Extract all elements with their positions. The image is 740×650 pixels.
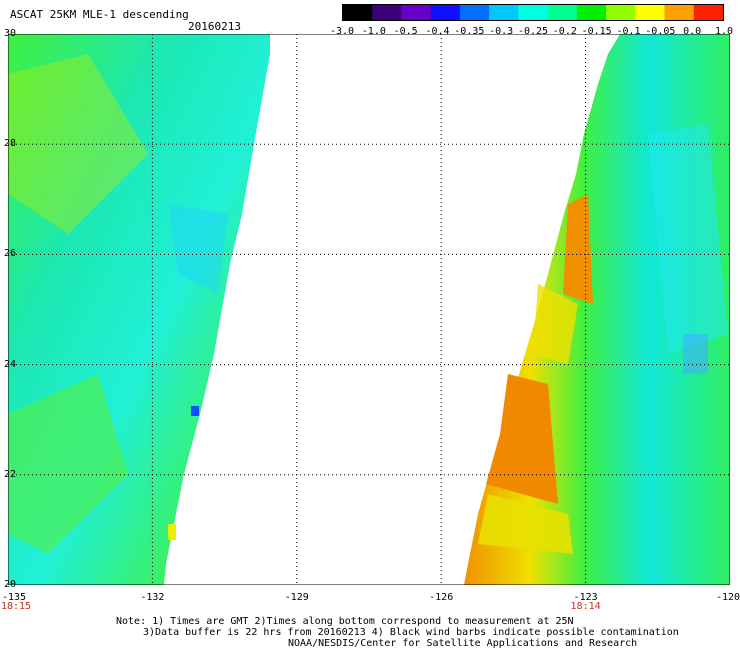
- lat-tick-label: 28: [4, 138, 17, 150]
- colorbar-tick-label: -0.25: [517, 26, 549, 37]
- colorbar-tick-label: 1.0: [714, 26, 734, 37]
- map-plot: [8, 34, 730, 585]
- lat-tick-label: 24: [4, 358, 17, 370]
- time-label: 18:14: [570, 601, 601, 612]
- colorbar-swatch: [635, 5, 666, 20]
- colorbar-tick-label: -0.05: [645, 26, 676, 37]
- right-swath: [464, 34, 730, 585]
- colorbar-swatch: [459, 5, 490, 20]
- lat-tick-label: 26: [4, 248, 17, 260]
- colorbar-swatch: [343, 5, 373, 20]
- note-line-3: NOAA/NESDIS/Center for Satellite Applica…: [288, 638, 638, 649]
- lon-tick-label: -120: [715, 592, 740, 603]
- colorbar-swatch: [693, 5, 723, 20]
- colorbar-tick-label: -0.2: [552, 26, 577, 37]
- lon-tick-label: -129: [284, 592, 309, 603]
- colorbar-tick-label: -0.15: [581, 26, 612, 37]
- colorbar: [342, 4, 724, 21]
- colorbar-swatch: [372, 5, 402, 20]
- left-swath: [8, 34, 270, 585]
- colorbar-swatch: [664, 5, 695, 20]
- colorbar-swatch: [430, 5, 461, 20]
- lon-tick-label: -135: [1, 592, 27, 603]
- note-line-2: 3)Data buffer is 22 hrs from 20160213 4)…: [143, 627, 679, 638]
- colorbar-swatch: [518, 5, 549, 20]
- colorbar-tick-label: -0.5: [393, 26, 418, 37]
- lon-tick-label: -126: [429, 592, 454, 603]
- time-label: 18:15: [0, 601, 32, 612]
- colorbar-swatch: [576, 5, 607, 20]
- colorbar-swatch: [547, 5, 578, 20]
- note-line-1: Note: 1) Times are GMT 2)Times along bot…: [116, 616, 574, 627]
- colorbar-tick-label: -1.0: [361, 26, 386, 37]
- colorbar-tick-label: -0.1: [616, 26, 641, 37]
- colorbar-tick-label: -0.3: [489, 26, 514, 37]
- colorbar-tick-label: -3.0: [329, 26, 355, 37]
- colorbar-tick-label: 0.0: [683, 26, 702, 37]
- lon-tick-label: -132: [140, 592, 165, 603]
- map-grid: [8, 34, 730, 585]
- colorbar-tick-label: -0.4: [425, 26, 450, 37]
- colorbar-tick-label: -0.35: [454, 26, 485, 37]
- colorbar-swatch: [401, 5, 432, 20]
- colorbar-swatch: [606, 5, 636, 20]
- lat-tick-label: 30: [4, 28, 17, 39]
- colorbar-swatch: [489, 5, 519, 20]
- lat-tick-label: 20: [4, 579, 17, 590]
- map-title: ASCAT 25KM MLE-1 descending: [10, 8, 189, 21]
- lon-tick-label: -123: [573, 592, 598, 603]
- map-date: 20160213: [188, 20, 241, 33]
- lat-tick-label: 22: [4, 468, 17, 480]
